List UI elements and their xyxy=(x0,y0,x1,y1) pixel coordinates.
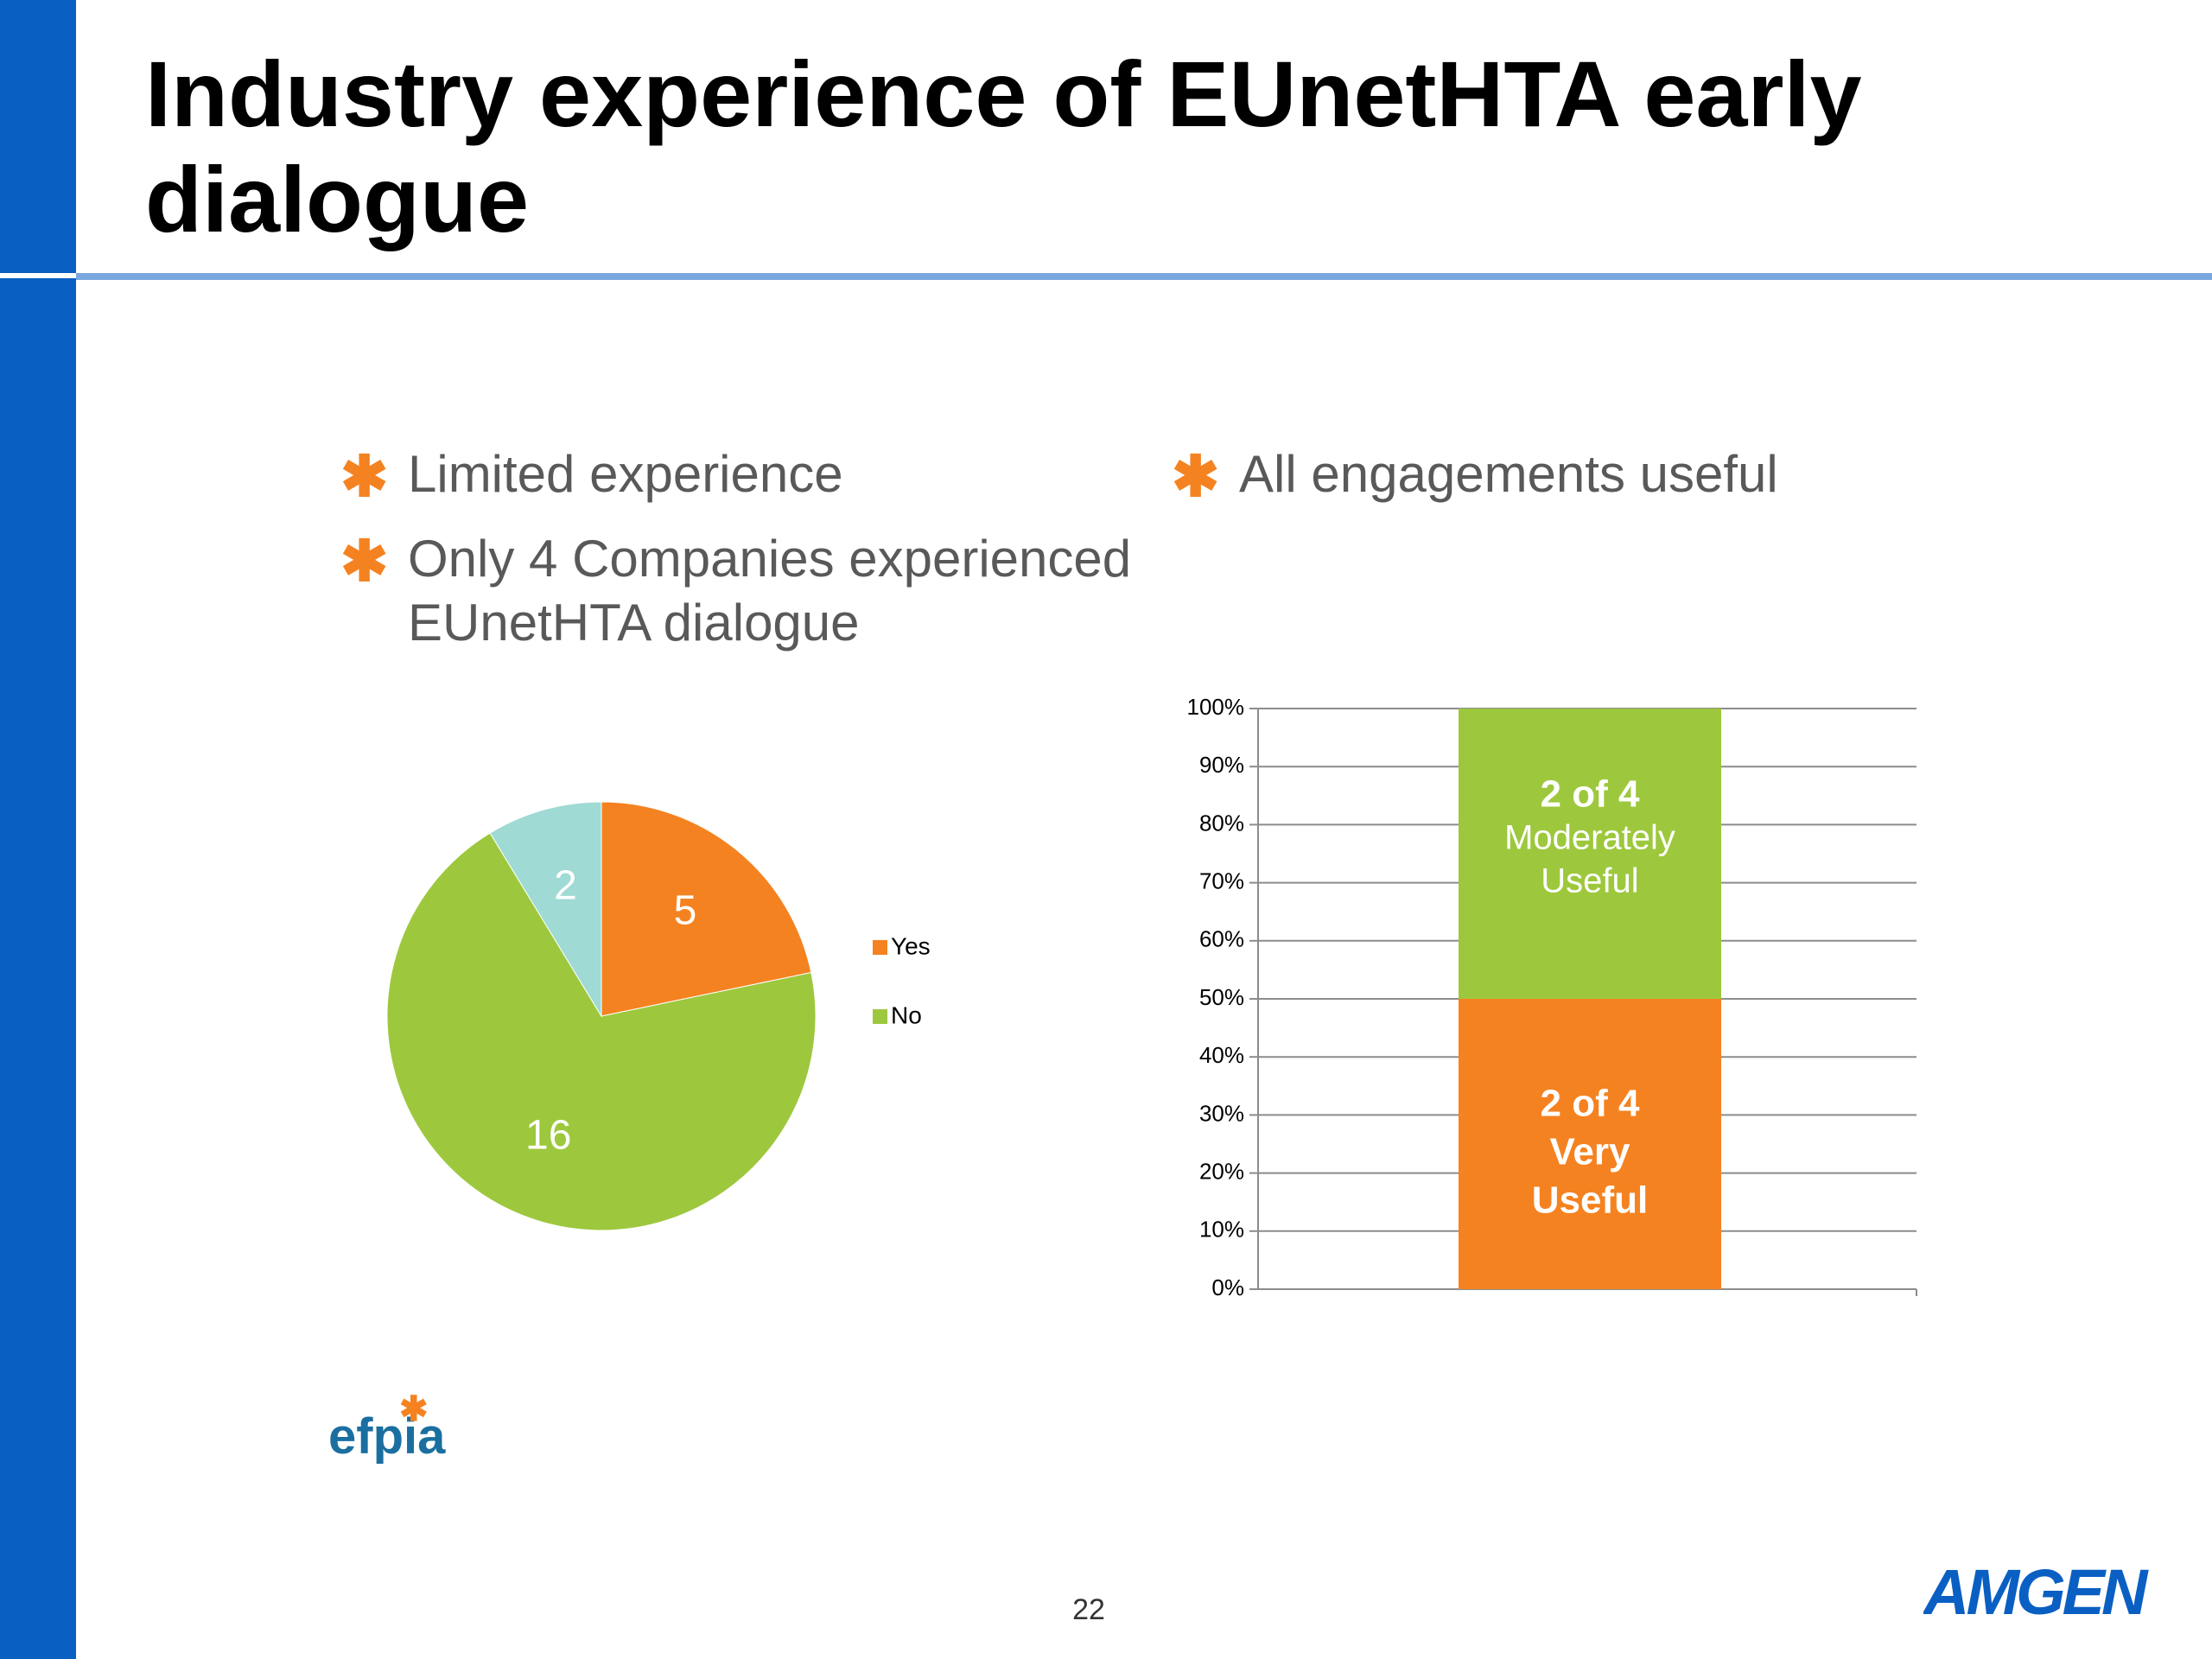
bar-data-label: 2 of 4 xyxy=(1541,1083,1640,1125)
bar-data-label: Useful xyxy=(1532,1179,1648,1222)
y-tick-label: 40% xyxy=(1199,1042,1244,1068)
bullet-text: Only 4 Companies experienced EUnetHTA di… xyxy=(408,530,1132,652)
legend-swatch xyxy=(873,940,887,955)
efpia-star-icon: ✱ xyxy=(399,1391,429,1428)
efpia-logo: efpia ✱ xyxy=(328,1391,446,1465)
pie-slice-label: 2 xyxy=(554,863,577,909)
page-number: 22 xyxy=(1072,1593,1105,1626)
bullet-item: ✱ All engagements useful xyxy=(1172,442,2036,508)
bar-data-label: Very xyxy=(1550,1131,1631,1173)
y-tick-label: 90% xyxy=(1199,752,1244,778)
accent-band-divider xyxy=(0,273,76,278)
pie-slice-label: 5 xyxy=(674,887,697,933)
y-tick-label: 80% xyxy=(1199,810,1244,836)
stacked-bar-chart: 0% 10% 20% 30% 40% 50% 60% 70% 80% 90% 100% 2 of 4 V… xyxy=(1187,694,1917,1300)
bullet-list-left: ✱ Limited experience ✱ Only 4 Companies ex… xyxy=(340,442,1170,676)
pie-slice xyxy=(386,832,817,1231)
bar-segment xyxy=(1459,999,1721,1289)
y-tick-label: 60% xyxy=(1199,926,1244,952)
bar-data-label: Useful xyxy=(1541,862,1638,900)
slide-title: Industry experience of EUnetHTA early di… xyxy=(145,41,1862,251)
bullet-list-right: ✱ All engagements useful xyxy=(1172,442,2036,527)
asterisk-icon: ✱ xyxy=(340,444,389,508)
pie-slice xyxy=(601,801,812,1017)
y-tick-label: 0% xyxy=(1211,1274,1244,1300)
y-tick-label: 50% xyxy=(1199,984,1244,1010)
bar-data-label: Moderately xyxy=(1504,819,1675,857)
y-tick-label: 70% xyxy=(1199,868,1244,893)
pie-slice-label: 16 xyxy=(525,1113,571,1159)
pie-slice xyxy=(489,801,602,1018)
legend-label: Yes xyxy=(891,932,931,959)
efpia-logo-text: efpia xyxy=(328,1408,446,1465)
amgen-logo: AMGEN xyxy=(1923,1556,2152,1624)
bullet-item: ✱ Limited experience xyxy=(340,442,1170,508)
amgen-logo-text: AMGEN xyxy=(1923,1556,2149,1624)
asterisk-icon: ✱ xyxy=(1172,444,1220,508)
asterisk-icon: ✱ xyxy=(340,529,389,593)
pie-chart: 5 16 2 Yes No xyxy=(386,801,931,1231)
title-divider xyxy=(76,273,2212,280)
left-accent-band xyxy=(0,0,76,1659)
bar-segment xyxy=(1459,709,1721,999)
y-tick-label: 20% xyxy=(1199,1158,1244,1184)
bar-data-label: 2 of 4 xyxy=(1541,773,1640,816)
y-tick-label: 100% xyxy=(1187,694,1245,720)
bullet-item: ✱ Only 4 Companies experienced EUnetHTA d… xyxy=(340,527,1170,655)
y-tick-label: 10% xyxy=(1199,1217,1244,1243)
bullet-text: All engagements useful xyxy=(1239,445,1778,503)
bullet-text: Limited experience xyxy=(408,445,843,503)
y-tick-label: 30% xyxy=(1199,1100,1244,1126)
legend-label: No xyxy=(891,1001,922,1028)
legend-swatch xyxy=(873,1009,887,1024)
